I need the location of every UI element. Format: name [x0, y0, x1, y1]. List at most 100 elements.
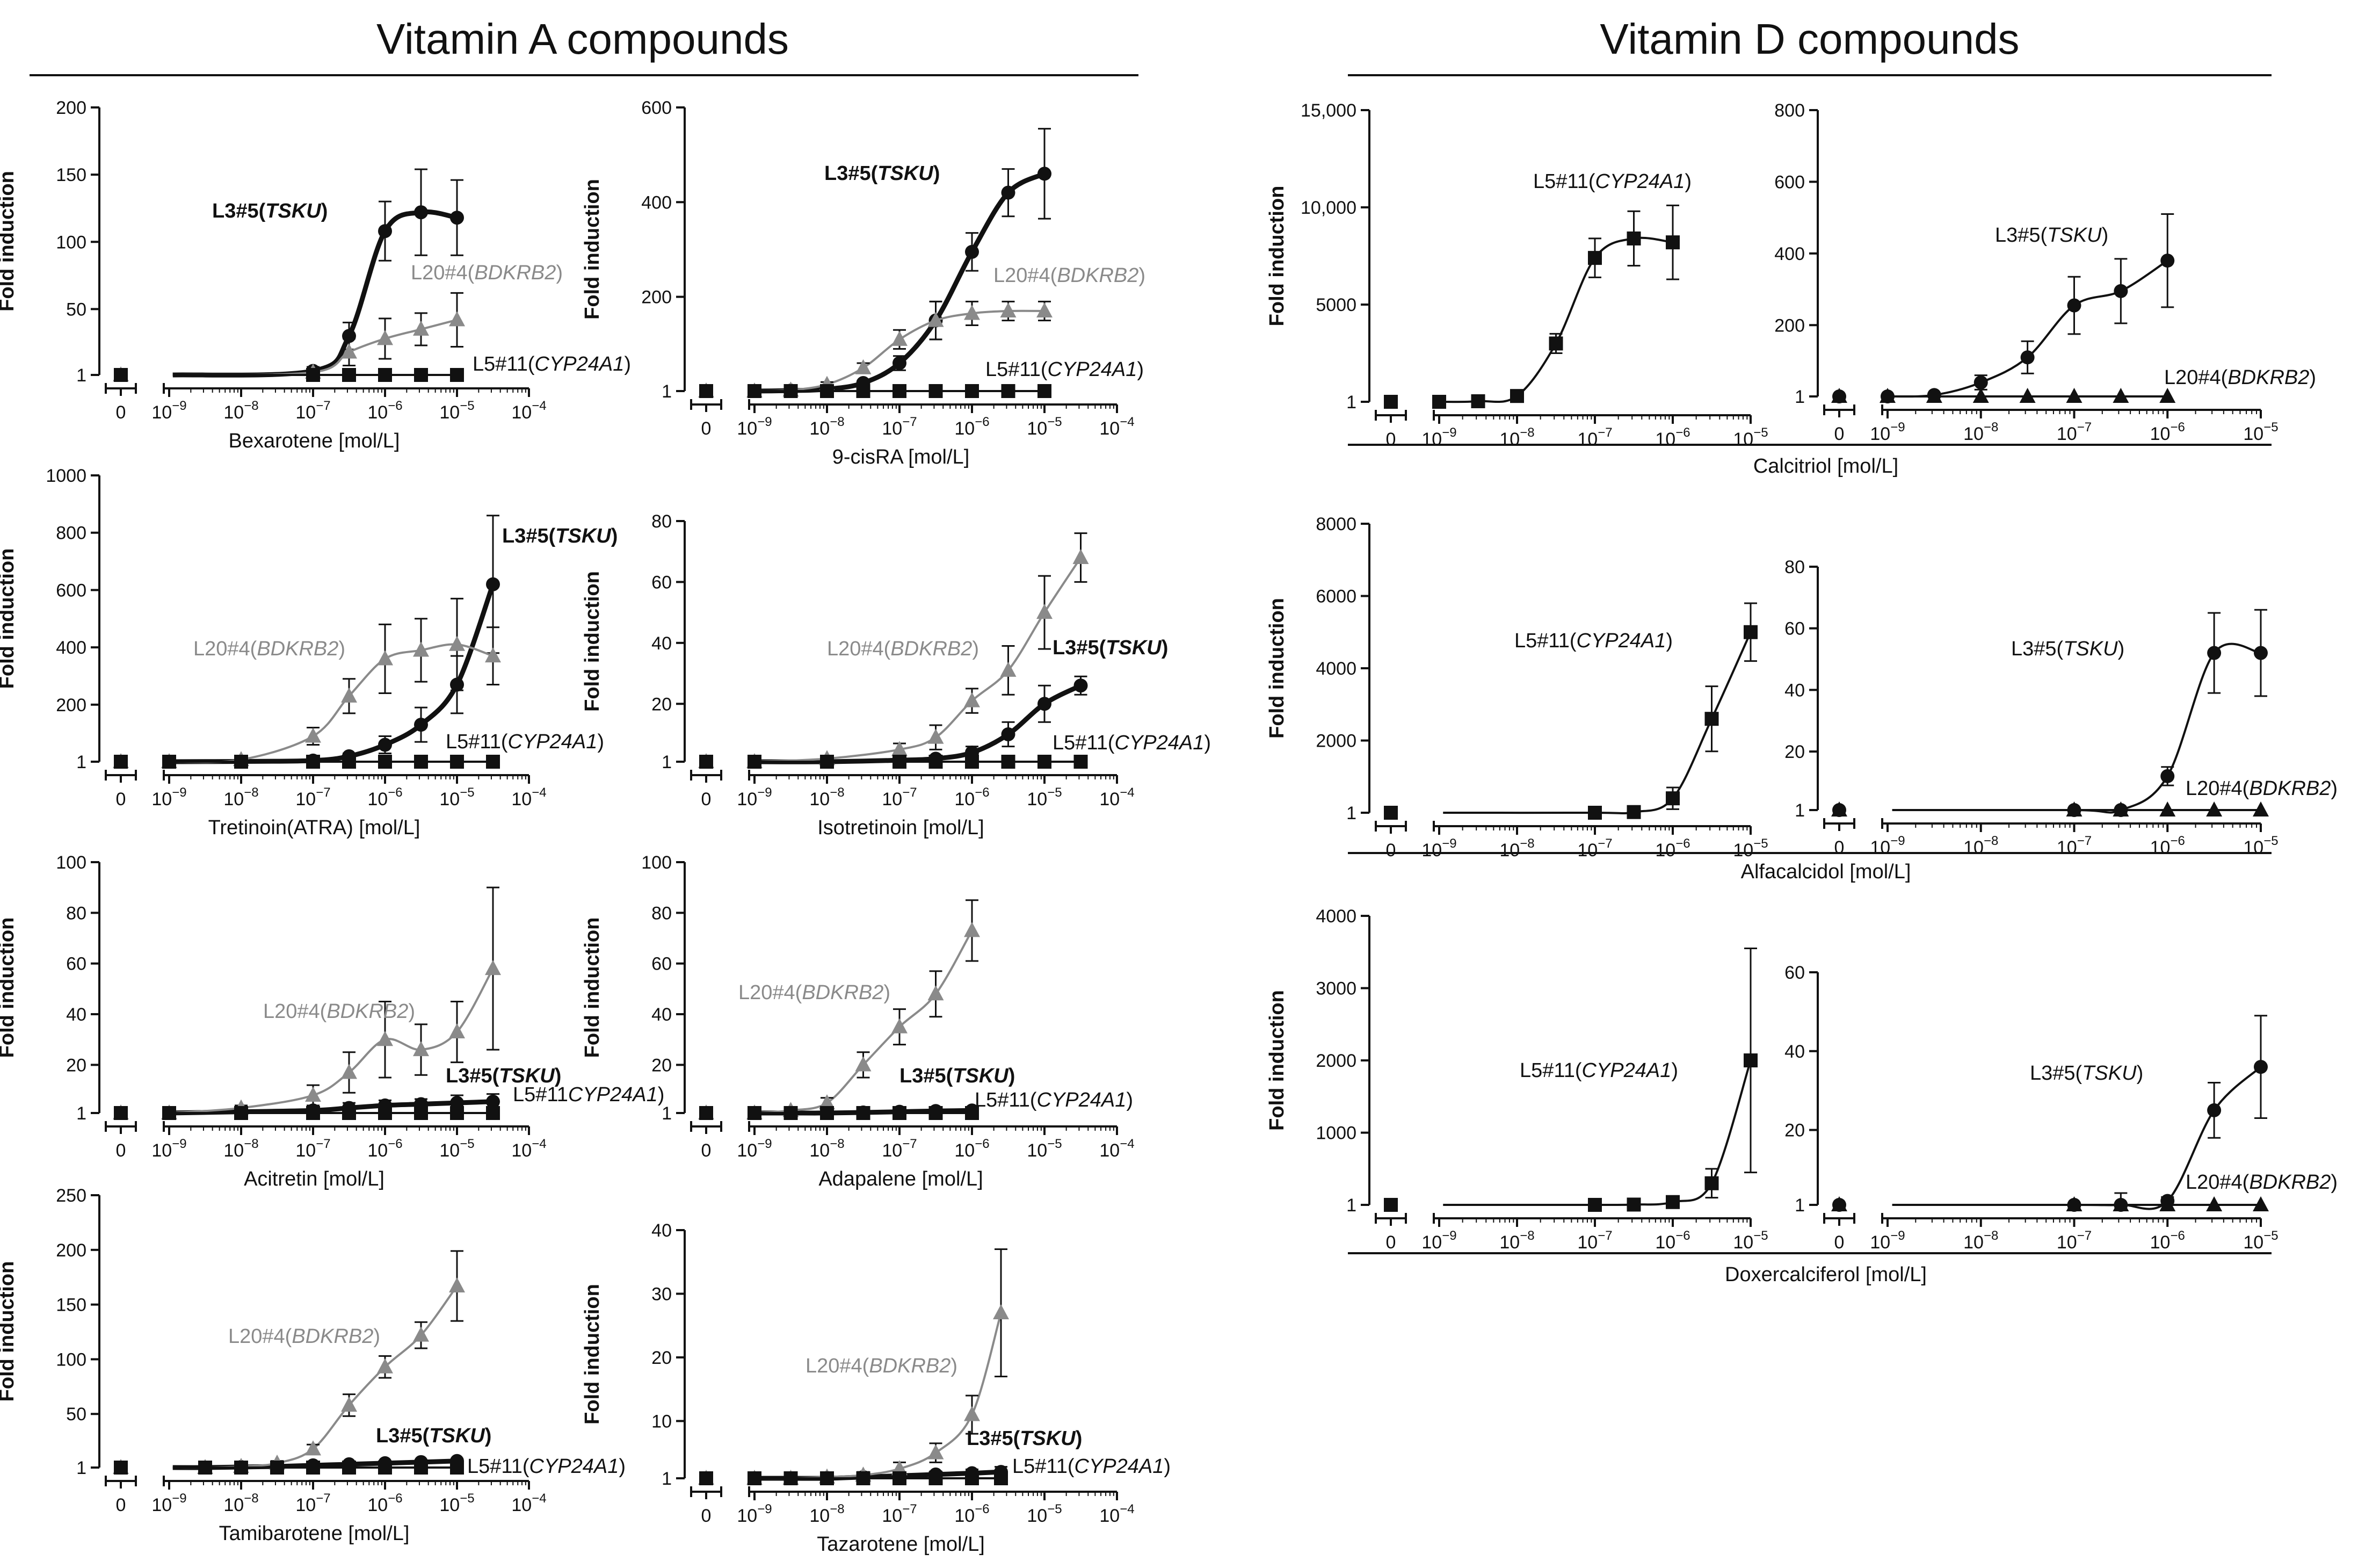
data-point — [198, 1461, 212, 1475]
y-tick-label: 600 — [56, 580, 86, 601]
y-tick-label: 50 — [66, 1404, 86, 1425]
x-tick-label: 10−7 — [295, 785, 330, 810]
x-tick-label: 10−7 — [2057, 1229, 2092, 1253]
chart-tretinoin: 1 200 400 600 800 1000 0 10−9 10−8 10−7 10−6 10−5 10… — [0, 466, 618, 839]
series-cyp24a1: L5#11(CYP24A1) — [114, 1455, 626, 1478]
y-tick-label: 1 — [1795, 387, 1805, 407]
data-point — [414, 1461, 428, 1475]
x-tick-label: 10−4 — [511, 399, 546, 423]
x-tick-label: 10−8 — [1499, 425, 1534, 450]
series-label: L3#5(TSKU) — [899, 1065, 1015, 1087]
y-tick-label: 30 — [651, 1284, 672, 1304]
data-point — [891, 741, 908, 756]
y-tick-label: 2000 — [1316, 1051, 1356, 1071]
data-point — [414, 755, 428, 769]
y-tick-label: 2000 — [1316, 731, 1356, 752]
data-point — [450, 1106, 464, 1120]
y-tick-label: 1 — [76, 365, 86, 386]
y-tick-label: 150 — [56, 165, 86, 185]
data-point — [1972, 388, 1989, 403]
series-cyp24a1: L5#11(CYP24A1) — [1384, 170, 1692, 409]
series-bdkrb2: L20#4(BDKRB2) — [113, 886, 501, 1119]
x-tick-label: 10−8 — [1499, 836, 1534, 861]
series-bdkrb2: L20#4(BDKRB2) — [698, 1248, 1009, 1485]
data-point — [342, 755, 356, 769]
vitamin-d-title: Vitamin D compounds — [1600, 15, 2019, 63]
data-point — [306, 1461, 320, 1475]
chart-9cisra: 1 200 400 600 0 10−9 10−8 10−7 10−6 10−5 10−4 Fold … — [581, 98, 1145, 468]
x-tick-label: 10−4 — [1099, 1137, 1134, 1161]
y-tick-label: 200 — [56, 98, 86, 118]
y-tick-label: 1 — [662, 1469, 672, 1489]
data-point — [234, 1461, 248, 1475]
x-tick-label: 10−6 — [367, 785, 402, 810]
data-point — [965, 244, 979, 259]
y-tick-label: 60 — [1784, 619, 1805, 639]
x-tick-label: 10−6 — [367, 1137, 402, 1161]
x-axis-label: Tazarotene [mol/L] — [817, 1533, 985, 1556]
data-point-zero — [699, 384, 713, 398]
data-point — [1001, 185, 1015, 200]
data-point — [2160, 769, 2175, 783]
series-label: L5#11(CYP24A1) — [1012, 1455, 1171, 1478]
data-point — [964, 922, 980, 937]
x-tick-label-zero: 0 — [116, 402, 126, 423]
y-tick-label: 200 — [641, 287, 672, 308]
data-point — [413, 1041, 429, 1057]
y-tick-label: 800 — [1774, 100, 1805, 121]
data-point-zero — [699, 755, 713, 769]
data-point — [234, 1106, 248, 1120]
x-axis-label: Doxercalciferol [mol/L] — [1725, 1263, 1927, 1286]
data-point — [1744, 625, 1758, 639]
data-point — [783, 1106, 798, 1120]
x-tick-label: 10−7 — [1577, 1229, 1612, 1253]
x-tick-label: 10−8 — [809, 785, 844, 810]
data-point — [1432, 395, 1446, 409]
data-point — [377, 650, 393, 666]
x-tick-label: 10−9 — [151, 1491, 186, 1515]
x-tick-label: 10−5 — [2243, 834, 2278, 858]
data-point — [450, 211, 464, 225]
vitamin-a-title: Vitamin A compounds — [376, 15, 789, 63]
y-tick-label: 250 — [56, 1186, 86, 1206]
data-point — [964, 1406, 980, 1421]
x-tick-label-zero: 0 — [1386, 1232, 1396, 1253]
data-point — [378, 1461, 392, 1475]
data-point — [342, 1461, 356, 1475]
y-tick-label: 1 — [1795, 1195, 1805, 1216]
x-tick-label: 10−5 — [1027, 1502, 1062, 1526]
x-tick-label-zero: 0 — [701, 1140, 712, 1161]
series-label: L3#5(TSKU) — [502, 525, 618, 547]
data-point — [450, 1461, 464, 1475]
data-point — [1073, 678, 1088, 693]
x-tick-label: 10−7 — [882, 415, 917, 439]
series-label: L5#11(CYP24A1) — [1533, 170, 1692, 193]
x-tick-label: 10−7 — [295, 1137, 330, 1161]
series-bdkrb2: L20#4(BDKRB2) — [698, 264, 1145, 398]
x-tick-label: 10−8 — [223, 1491, 258, 1515]
chart-calcitriol_tsku: 1 200 400 600 800 0 10−9 10−8 10−7 10−6 10−5 Calcit… — [1348, 100, 2316, 478]
x-tick-label: 10−6 — [954, 415, 989, 439]
data-point-zero — [114, 368, 128, 382]
data-point — [965, 384, 979, 398]
y-axis-label: Fold induction — [0, 1261, 18, 1402]
data-point — [2113, 1196, 2129, 1211]
data-point-zero — [1831, 1196, 1847, 1211]
data-point-zero — [114, 755, 128, 769]
y-tick-label: 200 — [56, 1240, 86, 1261]
series-tsku: L3#5(TSKU) — [1832, 213, 2175, 403]
data-point-zero — [699, 1471, 713, 1485]
y-tick-label: 1 — [1346, 392, 1356, 413]
data-point — [1001, 727, 1015, 741]
x-tick-label: 10−7 — [2057, 834, 2092, 858]
data-point-zero — [1831, 388, 1847, 403]
y-tick-label: 800 — [56, 523, 86, 544]
series-line — [1443, 631, 1752, 815]
data-point — [1744, 1053, 1758, 1068]
data-point — [1973, 375, 1988, 389]
data-point — [855, 1056, 872, 1072]
x-tick-label-zero: 0 — [116, 789, 126, 810]
series-line — [1443, 1060, 1752, 1206]
x-axis-label: Bexarotene [mol/L] — [229, 430, 400, 452]
data-point — [306, 368, 320, 382]
